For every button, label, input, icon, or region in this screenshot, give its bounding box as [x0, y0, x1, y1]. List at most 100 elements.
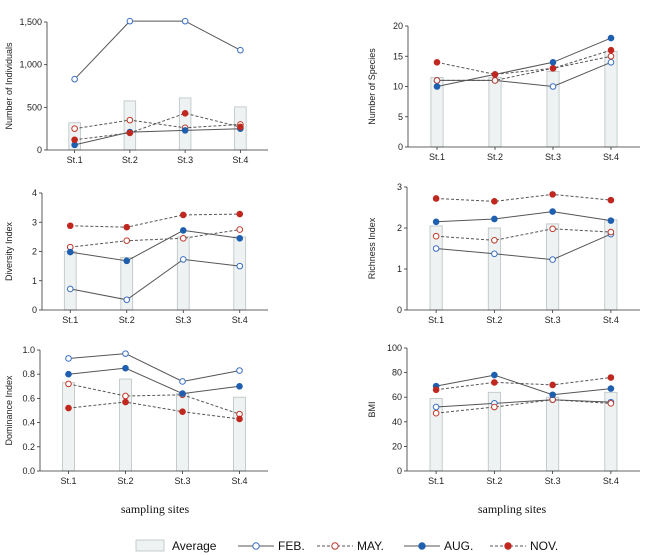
- x-axis-title-right: sampling sites: [478, 502, 547, 516]
- point-feb-St.1: [432, 245, 440, 252]
- x-tick-label: St.2: [122, 155, 138, 165]
- series-line-feb: [436, 399, 611, 408]
- x-tick-label: St.4: [231, 476, 247, 486]
- point-feb-St.3: [181, 17, 189, 25]
- panel-bmi: 0 20 40 60 80 100 St.1 St.2 St.3 St.4 BMI: [367, 343, 640, 486]
- point-may-St.2: [491, 237, 498, 244]
- point-aug-St.3: [181, 127, 189, 134]
- point-may-St.3: [549, 225, 556, 233]
- point-aug-St.2: [491, 371, 498, 379]
- series-line-aug: [436, 37, 612, 87]
- point-nov-St.4: [237, 123, 244, 131]
- x-tick-label: St.4: [603, 476, 619, 486]
- point-nov-St.1: [432, 195, 440, 202]
- y-axis-label: BMI: [367, 401, 377, 417]
- average-bar-St.4: [233, 236, 247, 311]
- series-line-nov: [436, 193, 611, 202]
- legend-item-aug: AUG.: [404, 539, 473, 553]
- average-bar-St.3: [178, 97, 192, 151]
- point-nov-St.4: [607, 196, 615, 204]
- point-may-St.4: [607, 228, 615, 236]
- point-may-St.1: [65, 380, 72, 388]
- point-aug-St.4: [236, 383, 243, 390]
- point-nov-St.2: [491, 71, 499, 78]
- series-line-may: [70, 229, 240, 248]
- average-bar-St.3: [546, 223, 560, 311]
- series-line-nov: [70, 213, 240, 228]
- x-axis-title-left: sampling sites: [121, 502, 190, 516]
- point-nov-St.4: [607, 374, 615, 381]
- point-nov-St.1: [432, 386, 440, 394]
- x-tick-label: St.4: [603, 152, 619, 162]
- y-tick-label: 60: [392, 392, 402, 402]
- point-feb-St.1: [66, 285, 74, 293]
- point-aug-St.3: [179, 390, 186, 397]
- x-tick-label: St.2: [119, 315, 135, 325]
- y-tick-label: 0: [397, 466, 402, 476]
- series-line-may: [436, 399, 611, 414]
- panel-richness: 0 1 2 3 St.1 St.2 St.3 St.4 Richness Index: [367, 182, 640, 325]
- x-tick-label: St.3: [545, 152, 561, 162]
- point-aug-St.2: [491, 215, 498, 223]
- x-tick-label: St.4: [603, 315, 619, 325]
- point-feb-St.1: [432, 403, 440, 411]
- point-feb-St.2: [491, 250, 498, 258]
- panel-diversity: 0 1 2 3 4 St.1 St.2 St.3 St.4 Diversity Index: [4, 188, 268, 325]
- series-line-may: [437, 55, 612, 81]
- point-nov-St.1: [71, 136, 78, 144]
- point-nov-St.3: [181, 110, 189, 117]
- y-tick-label: 4: [32, 188, 37, 198]
- legend-item-nov: NOV.: [490, 539, 558, 553]
- point-nov-St.1: [65, 404, 72, 412]
- y-tick-label: 0.2: [22, 442, 35, 452]
- point-feb-St.3: [549, 256, 556, 263]
- series-line-feb: [436, 233, 612, 261]
- y-tick-label: 3: [32, 217, 37, 227]
- y-tick-label: 0: [37, 145, 42, 155]
- y-tick-label: 0.8: [22, 369, 35, 379]
- y-tick-label: 1,000: [19, 60, 42, 70]
- series-line-feb: [68, 353, 240, 383]
- y-tick-label: 1.0: [22, 345, 35, 355]
- point-aug-St.4: [607, 217, 615, 224]
- point-nov-St.4: [236, 415, 243, 423]
- series-line-aug: [436, 374, 611, 396]
- point-may-St.1: [432, 232, 440, 240]
- legend-swatch-marker: [331, 542, 339, 550]
- point-aug-St.1: [432, 218, 440, 226]
- point-aug-St.3: [549, 208, 556, 215]
- point-nov-St.2: [122, 398, 129, 406]
- x-tick-label: St.1: [429, 152, 445, 162]
- average-bar-St.1: [62, 382, 75, 472]
- average-bar-St.3: [176, 393, 189, 472]
- legend-label: AUG.: [444, 539, 473, 553]
- average-bar-St.3: [176, 236, 190, 311]
- x-tick-label: St.3: [177, 155, 193, 165]
- series-line-aug: [70, 229, 240, 262]
- point-may-St.4: [607, 52, 615, 60]
- legend-item-may: MAY.: [317, 539, 384, 553]
- y-tick-label: 10: [393, 82, 403, 92]
- x-tick-label: St.2: [486, 476, 502, 486]
- x-tick-label: St.2: [486, 315, 502, 325]
- point-nov-St.3: [549, 65, 557, 72]
- point-feb-St.4: [607, 59, 615, 66]
- point-nov-St.3: [549, 381, 556, 389]
- series-line-nov: [74, 112, 241, 141]
- average-bar-St.2: [488, 77, 502, 148]
- legend-swatch-marker: [504, 542, 512, 550]
- panel-dominance: 0.0 0.2 0.4 0.6 0.8 1.0 St.1 St.2 St.3 St.4 Domina…: [4, 345, 268, 486]
- point-feb-St.4: [237, 46, 244, 54]
- legend-label: Average: [172, 539, 217, 553]
- y-tick-label: 500: [27, 102, 42, 112]
- point-aug-St.3: [549, 59, 557, 66]
- legend: Average FEB. MAY. AUG. NOV.: [135, 539, 558, 553]
- legend-swatch: [135, 539, 165, 552]
- series-line-nov: [436, 377, 611, 391]
- point-feb-St.2: [123, 296, 131, 304]
- point-nov-St.4: [607, 46, 615, 54]
- series-line-aug: [68, 367, 240, 395]
- point-nov-St.2: [491, 198, 498, 205]
- point-may-St.1: [433, 77, 441, 84]
